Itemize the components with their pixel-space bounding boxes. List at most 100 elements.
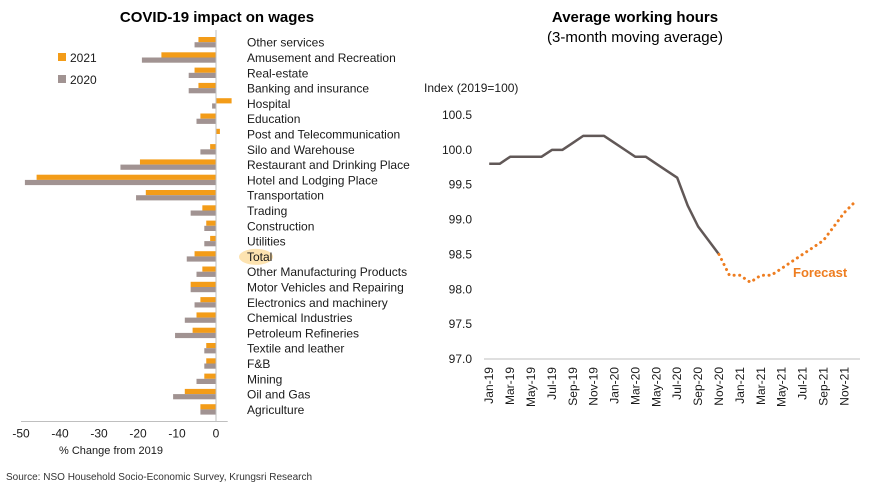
bar-2021: [196, 312, 216, 318]
bar-2020: [204, 348, 216, 354]
bar-2021: [210, 144, 216, 150]
category-label: F&B: [247, 357, 270, 371]
hours-y-tick-label: 100.5: [442, 108, 472, 122]
bar-2021: [200, 404, 216, 410]
category-label: Utilities: [247, 235, 286, 249]
bar-2021: [161, 52, 216, 58]
hours-x-tick-label: Nov-19: [587, 367, 601, 406]
hours-x-tick-label: Jan-21: [733, 367, 747, 404]
category-label: Banking and insurance: [247, 82, 369, 96]
wage-chart-title: COVID-19 impact on wages: [120, 9, 314, 26]
wage-x-tick-label: -30: [90, 427, 108, 441]
hours-x-tick-label: May-20: [649, 367, 663, 407]
hours-x-tick-label: Sep-20: [691, 367, 705, 406]
bar-2021: [206, 220, 216, 226]
hours-x-tick-label: Jan-20: [608, 367, 622, 404]
bar-2020: [190, 210, 216, 216]
hours-x-tick-label: Mar-20: [628, 367, 642, 405]
bar-2020: [196, 378, 216, 384]
hours-y-tick-label: 97.5: [449, 317, 473, 331]
bar-2020: [204, 225, 216, 231]
legend-label-2021: 2021: [70, 51, 97, 65]
category-label: Post and Telecommunication: [247, 127, 400, 141]
wage-x-tick-label: -10: [168, 427, 186, 441]
hours-x-tick-label: Mar-21: [754, 367, 768, 405]
category-label: Total: [247, 250, 272, 264]
category-label: Real-estate: [247, 66, 309, 80]
category-label: Hotel and Lodging Place: [247, 173, 378, 187]
bar-2021: [216, 128, 220, 134]
bar-2020: [173, 394, 216, 400]
bar-2021: [36, 174, 216, 180]
hours-x-tick-label: Jan-19: [482, 367, 496, 404]
bar-2021: [194, 67, 216, 73]
bar-2020: [190, 287, 216, 293]
bar-2021: [202, 205, 216, 211]
forecast-annotation: Forecast: [793, 265, 848, 280]
hours-chart: 100.5 100.0 99.5 99.0 98.5 98.0 97.5 97.0 Jan-19…: [442, 108, 860, 407]
category-label: Motor Vehicles and Repairing: [247, 280, 404, 294]
bar-2020: [194, 42, 216, 48]
bar-2020: [200, 409, 216, 415]
category-label: Other services: [247, 36, 324, 50]
bar-2020: [194, 302, 216, 308]
bar-2021: [190, 281, 216, 287]
wage-x-tick-label: -40: [51, 427, 69, 441]
bar-2020: [141, 57, 216, 63]
bar-2021: [145, 190, 216, 196]
category-label: Petroleum Refineries: [247, 326, 359, 340]
bar-2021: [210, 235, 216, 242]
category-label: Electronics and machinery: [247, 296, 388, 310]
bar-2021: [200, 297, 216, 303]
hours-x-tick-label: Sep-19: [566, 367, 580, 406]
hours-x-tick-label: Jul-21: [796, 367, 810, 400]
category-label: Trading: [247, 204, 287, 218]
category-label: Mining: [247, 372, 282, 386]
hours-x-tick-label: May-19: [524, 367, 538, 407]
bar-2021: [204, 373, 216, 379]
hours-y-tick-label: 97.0: [449, 352, 473, 366]
hours-chart-title: Average working hours: [552, 9, 718, 26]
hours-x-tick-label: Mar-19: [503, 367, 517, 405]
wage-x-tick-label: -50: [12, 427, 30, 441]
hours-y-tick-label: 99.5: [449, 178, 473, 192]
bar-2021: [198, 82, 216, 89]
bar-2021: [206, 358, 216, 364]
bar-2020: [188, 72, 216, 78]
bar-2020: [212, 103, 216, 109]
category-label: Restaurant and Drinking Place: [247, 158, 410, 172]
source-note: Source: NSO Household Socio-Economic Sur…: [6, 472, 312, 483]
hours-x-tick-label: Nov-21: [837, 367, 851, 406]
category-label: Transportation: [247, 189, 324, 203]
bar-2021: [192, 327, 216, 333]
category-label: Silo and Warehouse: [247, 143, 355, 157]
bar-2020: [196, 118, 216, 124]
hours-y-tick-label: 98.0: [449, 282, 473, 296]
hours-y-axis-label: Index (2019=100): [424, 81, 518, 95]
bar-2021: [139, 159, 216, 165]
hours-chart-subtitle: (3-month moving average): [547, 29, 723, 46]
hours-x-tick-label: Sep-21: [816, 367, 830, 406]
bar-2020: [204, 241, 216, 247]
actual-hours-line: [489, 134, 721, 256]
category-label: Textile and leather: [247, 342, 344, 356]
category-label: Hospital: [247, 97, 290, 111]
bar-2021: [198, 37, 216, 43]
bar-2021: [202, 266, 216, 272]
category-label: Amusement and Recreation: [247, 51, 396, 65]
total-highlight: [239, 248, 273, 265]
category-label: Chemical Industries: [247, 311, 352, 325]
hours-x-tick-label: May-21: [775, 367, 789, 407]
category-label: Education: [247, 112, 300, 126]
bar-2021: [216, 98, 232, 104]
bar-2020: [175, 332, 216, 339]
bar-2021: [200, 113, 216, 119]
bar-2021: [184, 388, 216, 395]
legend-swatch-2020: [58, 75, 66, 83]
category-label: Other Manufacturing Products: [247, 265, 407, 279]
category-label: Construction: [247, 219, 314, 233]
wage-x-axis-label: % Change from 2019: [59, 445, 163, 457]
bar-2020: [188, 88, 216, 94]
